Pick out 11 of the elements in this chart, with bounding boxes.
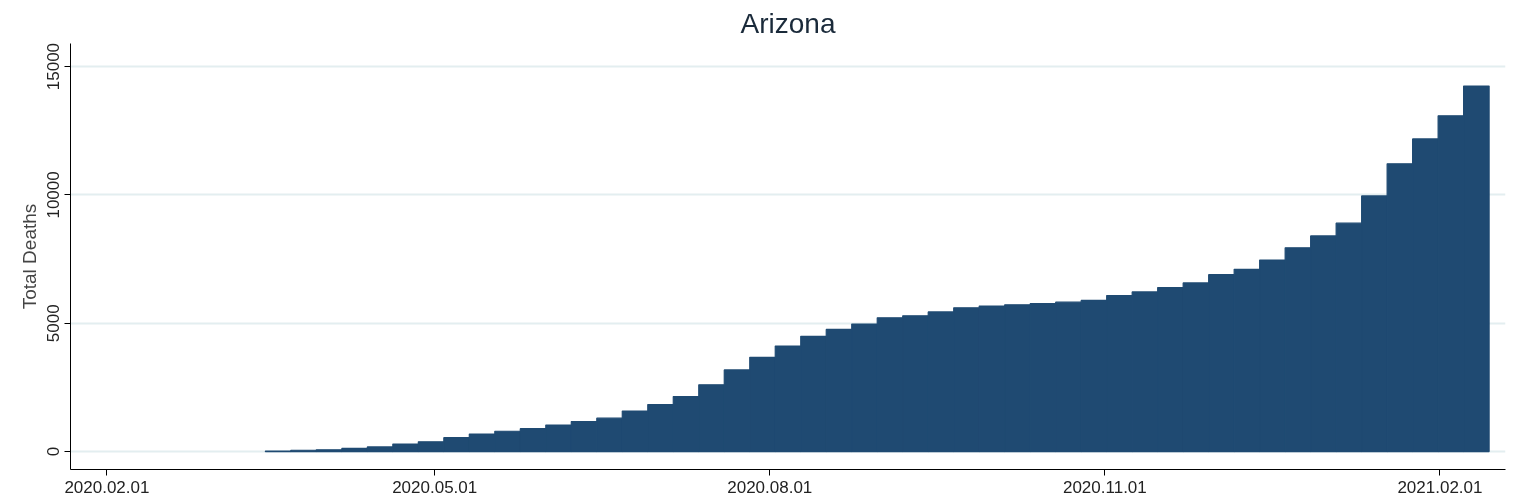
chart-title: Arizona <box>740 7 836 39</box>
x-tick-label: 2020.08.01 <box>727 477 813 497</box>
y-tick-label: 5000 <box>44 304 64 343</box>
y-tick-label: 10000 <box>44 171 64 219</box>
y-axis-title: Total Deaths <box>18 203 40 310</box>
x-tick-label: 2020.02.01 <box>64 477 150 497</box>
x-tick-label: 2020.11.01 <box>1062 477 1147 497</box>
x-tick-label: 2021.02.01 <box>1397 477 1483 497</box>
y-tick-label: 15000 <box>44 42 64 91</box>
x-tick-label: 2020.05.01 <box>392 477 478 497</box>
y-tick-label: 0 <box>44 446 64 457</box>
